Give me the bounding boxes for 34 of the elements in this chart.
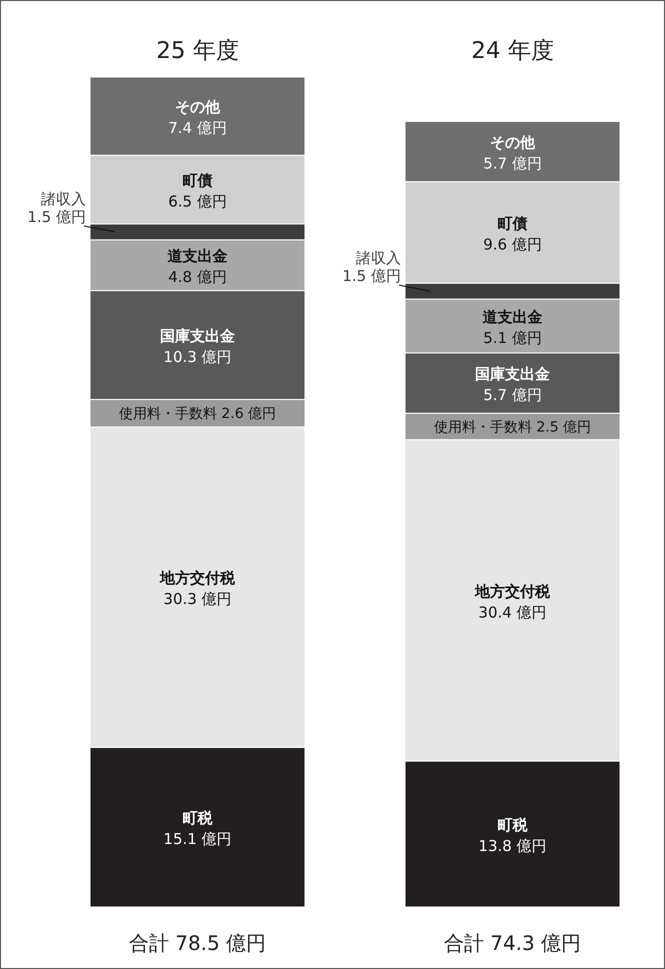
text: 町債 xyxy=(498,214,528,232)
data-label: 13.8 億円 xyxy=(478,837,547,856)
series-label: 地方交付税 xyxy=(159,569,236,588)
total-label: 合計 74.3 億円 xyxy=(444,931,582,955)
data-label: 9.6 億円 xyxy=(483,235,542,254)
series-label: 道支出金 xyxy=(168,247,228,266)
series-label: 諸収入 xyxy=(41,190,86,208)
data-label: 1.5 億円 xyxy=(27,208,86,226)
text: その他 xyxy=(175,98,220,116)
data-label: 30.4 億円 xyxy=(478,603,547,622)
series-label: 国庫支出金 xyxy=(475,365,550,384)
data-label: 10.3 億円 xyxy=(163,348,232,366)
x-tick-label: 24 年度 xyxy=(471,38,554,64)
series-label: 町税 xyxy=(498,816,528,834)
text: 使用料・手数料 2.5 億円 xyxy=(434,419,592,436)
text: 使用料・手数料 2.6 億円 xyxy=(118,406,276,422)
text: 地方交付税 xyxy=(475,582,550,600)
text: 道支出金 xyxy=(482,308,542,326)
series-label: その他 xyxy=(490,134,536,152)
data-label: 1.5 億円 xyxy=(342,267,401,286)
data-label: 5.7 億円 xyxy=(483,154,542,173)
text: 諸収入 xyxy=(356,249,401,268)
data-label: 6.5 億円 xyxy=(168,192,227,211)
data-label: 5.1 億円 xyxy=(483,329,542,347)
data-label: 4.8 億円 xyxy=(168,268,227,286)
data-label: 7.4 億円 xyxy=(168,119,227,138)
text: 国庫支出金 xyxy=(160,327,235,346)
data-label: 15.1 億円 xyxy=(163,830,232,848)
data-label: 30.3 億円 xyxy=(163,590,232,608)
text: 町税 xyxy=(182,809,212,828)
data-label: 5.7 億円 xyxy=(483,386,542,404)
series-label: 町債 xyxy=(182,172,212,190)
total-label: 合計 78.5 億円 xyxy=(128,931,266,955)
x-tick-label: 25 年度 xyxy=(156,38,239,64)
